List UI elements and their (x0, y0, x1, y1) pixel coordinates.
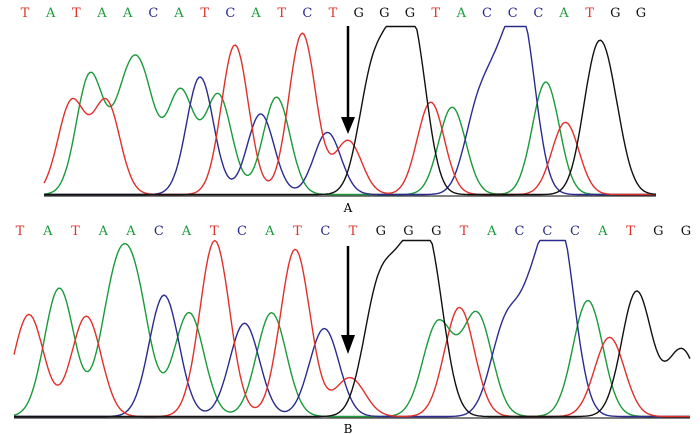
panel-b-base-21: C (570, 224, 580, 239)
panel-b-base-7: A (181, 224, 192, 239)
panel-a-base-7: A (173, 6, 184, 21)
panel-a-t-trace (43, 32, 656, 196)
panel-a-base-9: C (225, 6, 235, 21)
panel-b-base-18: A (486, 224, 497, 239)
panel-a-base-2: A (45, 6, 56, 21)
panel-a-base-10: A (250, 6, 261, 21)
panel-a-base-1: T (21, 6, 30, 21)
panel-b-base-25: G (681, 224, 691, 239)
panel-a-base-24: G (610, 6, 620, 21)
panel-b-base-19: C (515, 224, 525, 239)
panel-b-base-16: G (431, 224, 441, 239)
panel-b-label: B (344, 422, 353, 435)
panel-b-base-13: T (349, 224, 358, 239)
panel-a-base-16: G (405, 6, 415, 21)
panel-a-label: A (343, 201, 353, 215)
panel-a-traces (43, 25, 657, 196)
panel-b-traces (13, 239, 691, 418)
panel-b: T A T A A C A T C A T C T G G G T A C C C A T G G B (13, 224, 692, 435)
panel-b-base-5: A (125, 224, 136, 239)
panel-b-base-15: G (403, 224, 413, 239)
panel-a-base-6: C (148, 6, 158, 21)
panel-a-a-trace (43, 54, 656, 196)
panel-a-base-22: A (558, 6, 569, 21)
panel-a-c-trace (44, 25, 656, 196)
panel-a-base-20: C (508, 6, 518, 21)
panel-a-base-4: A (96, 6, 107, 21)
panel-a-base-25: G (636, 6, 646, 21)
panel-a-base-18: A (456, 6, 467, 21)
panel-a-base-17: T (431, 6, 440, 21)
panel-b-c-trace (14, 239, 690, 418)
panel-b-base-2: A (42, 224, 53, 239)
panel-a-base-15: G (379, 6, 389, 21)
panel-a-base-23: T (585, 6, 594, 21)
panel-b-base-6: C (154, 224, 164, 239)
panel-b-base-12: C (320, 224, 330, 239)
panel-b-base-24: G (653, 224, 663, 239)
panel-a-base-3: T (72, 6, 81, 21)
panel-b-base-20: C (542, 224, 552, 239)
panel-a-g-trace (44, 25, 657, 196)
panel-b-base-3: T (71, 224, 80, 239)
panel-b-base-22: A (597, 224, 608, 239)
panel-a-base-19: C (482, 6, 492, 21)
panel-a-base-12: C (302, 6, 312, 21)
panel-b-t-trace (13, 239, 690, 418)
panel-b-base-14: G (376, 224, 386, 239)
panel-b-base-9: C (237, 224, 247, 239)
panel-a-base-8: T (200, 6, 209, 21)
panel-b-base-4: A (98, 224, 109, 239)
panel-b-arrow (341, 246, 355, 354)
panel-b-base-8: T (210, 224, 219, 239)
panel-a-base-5: A (122, 6, 133, 21)
panel-b-base-11: T (293, 224, 302, 239)
panel-b-base-23: T (626, 224, 635, 239)
panel-a-base-13: T (329, 6, 338, 21)
panel-b-base-1: T (16, 224, 25, 239)
panel-a-base-14: G (354, 6, 364, 21)
panel-b-base-17: T (460, 224, 469, 239)
panel-a-arrow (341, 26, 355, 134)
panel-b-base-10: A (264, 224, 275, 239)
panel-b-g-trace (14, 239, 691, 418)
panel-a-base-21: C (533, 6, 543, 21)
panel-a-base-11: T (277, 6, 286, 21)
